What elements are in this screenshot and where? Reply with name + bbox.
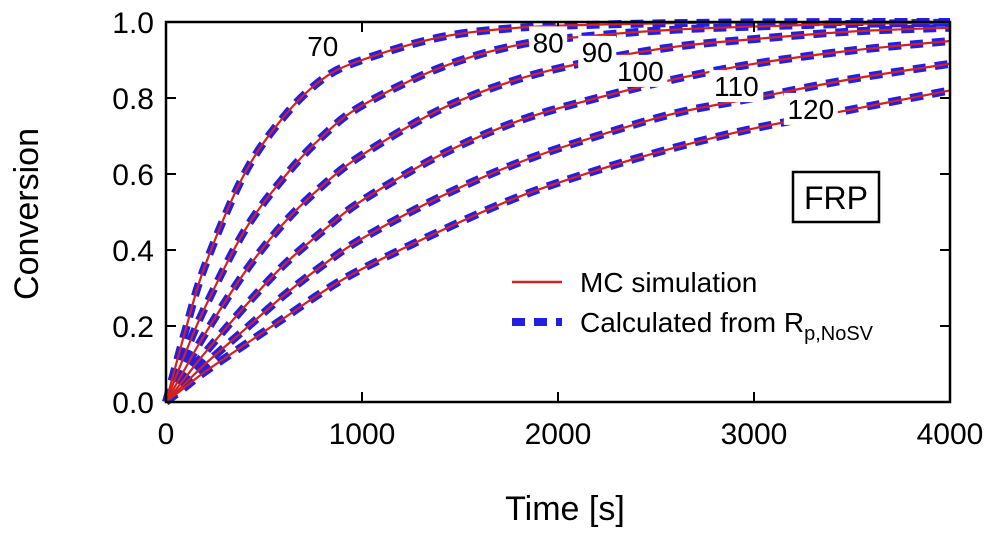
x-axis-label: Time [s] xyxy=(505,490,625,528)
mc-curve-100 xyxy=(165,39,951,403)
legend-label-calc-sub: p,NoSV xyxy=(804,323,874,345)
mc-curve-90 xyxy=(165,26,951,403)
y-tick-label: 0.8 xyxy=(112,83,154,116)
curve-label-bg xyxy=(783,92,838,125)
y-axis-label: Conversion xyxy=(8,128,46,300)
curve-label-100: 100 xyxy=(617,56,664,87)
x-tick-label: 2000 xyxy=(525,418,592,451)
axis-ticks: 0 1000 2000 3000 4000 0.0 0.2 0.4 0.6 0.8 1.0 xyxy=(112,7,983,451)
frp-box-label: FRP xyxy=(804,180,868,216)
frp-box-border xyxy=(791,170,881,224)
curve-label-90: 90 xyxy=(582,37,613,68)
legend-label-mc: MC simulation xyxy=(580,267,757,298)
curve-label-bg xyxy=(529,26,568,59)
legend-label-calc: Calculated from Rp,NoSV xyxy=(580,307,874,345)
curve-label-bg xyxy=(613,54,668,87)
legend: MC simulation Calculated from Rp,NoSV xyxy=(512,267,874,345)
calculated-curve-120 xyxy=(163,86,951,406)
x-tick-label: 4000 xyxy=(917,418,984,451)
curve-label-120: 120 xyxy=(787,94,834,125)
y-tick-label: 0.0 xyxy=(112,387,154,420)
plot-curves xyxy=(162,17,951,406)
y-tick-label: 1.0 xyxy=(112,7,154,40)
curve-label-70: 70 xyxy=(307,31,338,62)
curve-label-80: 80 xyxy=(533,27,564,58)
y-tick-label: 0.2 xyxy=(112,311,154,344)
y-tick-label: 0.6 xyxy=(112,159,154,192)
y-tick-label: 0.4 xyxy=(112,235,154,268)
x-tick-label: 1000 xyxy=(329,418,396,451)
x-tick-label: 3000 xyxy=(721,418,788,451)
curve-label-bg xyxy=(303,30,342,63)
frp-box: FRP xyxy=(791,170,881,224)
legend-label-calc-main: Calculated from R xyxy=(580,307,804,338)
x-tick-label: 0 xyxy=(158,418,175,451)
mc-curve-120 xyxy=(165,89,951,403)
curve-label-bg xyxy=(709,70,764,103)
curve-label-bg xyxy=(578,35,617,68)
curve-label-110: 110 xyxy=(714,71,759,102)
